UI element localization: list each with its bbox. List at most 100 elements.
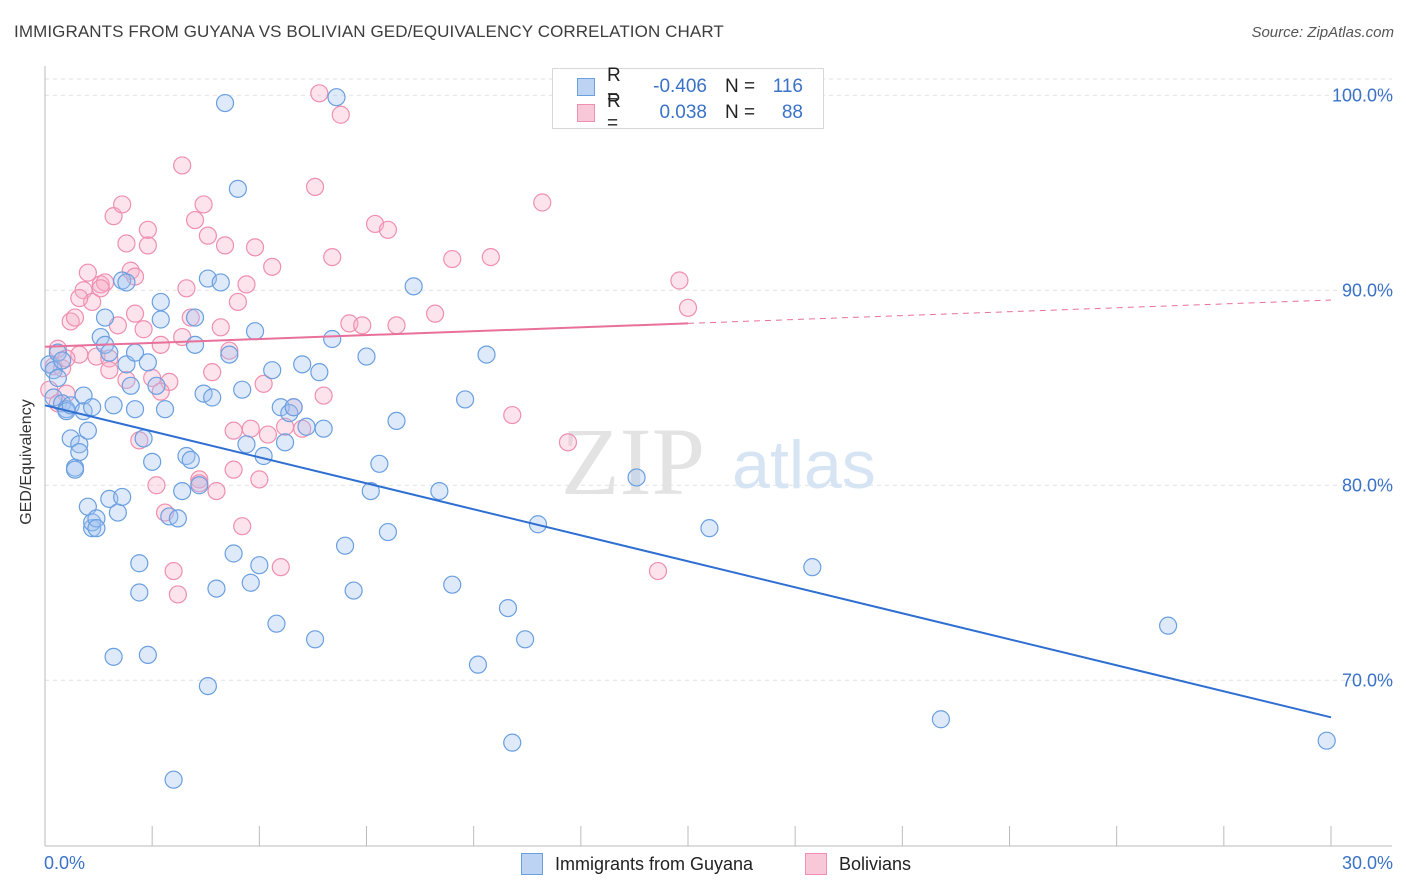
y-tick-label: 90.0% [1342, 280, 1393, 300]
point-guyana [516, 630, 535, 649]
point-guyana [627, 468, 646, 487]
point-bolivians [117, 234, 136, 253]
point-bolivians [533, 193, 552, 212]
point-guyana [387, 411, 406, 430]
y-tick-label: 100.0% [1332, 85, 1393, 105]
point-bolivians [125, 304, 145, 323]
point-bolivians [250, 470, 269, 489]
bottom-legend-swatch-guyana [521, 853, 543, 875]
point-guyana [224, 544, 243, 563]
legend-row-bolivians: R = 0.038 N = 88 [577, 91, 803, 134]
chart-title: IMMIGRANTS FROM GUYANA VS BOLIVIAN GED/E… [14, 22, 724, 41]
point-bolivians [228, 292, 247, 312]
point-guyana [198, 676, 217, 696]
point-guyana [344, 581, 363, 600]
point-guyana [125, 400, 145, 419]
point-guyana [215, 93, 235, 113]
legend-r-label: R = [607, 65, 621, 108]
point-guyana [250, 556, 269, 575]
point-guyana [151, 310, 170, 329]
point-guyana [155, 400, 175, 419]
point-bolivians [177, 279, 196, 298]
point-bolivians [168, 585, 187, 604]
legend-n-value: 116 [772, 76, 803, 97]
trend-line-bolivians [44, 322, 689, 348]
point-bolivians [113, 195, 132, 214]
legend-n-label: N = [725, 76, 756, 97]
point-guyana [147, 376, 166, 395]
point-guyana [503, 733, 522, 752]
point-guyana [104, 396, 123, 415]
chart-source: Source: ZipAtlas.com [1251, 24, 1394, 41]
point-guyana [1317, 731, 1336, 750]
point-guyana [233, 380, 252, 399]
bottom-legend-label-bolivians: Bolivians [839, 853, 912, 874]
point-guyana [130, 554, 149, 573]
point-guyana [378, 522, 398, 542]
point-guyana [151, 292, 170, 312]
watermark: ZIP atlas [561, 408, 876, 515]
point-bolivians [138, 220, 157, 239]
point-guyana [194, 384, 213, 403]
point-bolivians [481, 248, 500, 267]
point-bolivians [245, 238, 265, 257]
legend-r-value: 0.038 [659, 102, 707, 123]
point-guyana [931, 710, 951, 729]
bottom-legend-bolivians: Bolivians [805, 852, 911, 876]
bottom-legend-swatch-bolivians [805, 853, 827, 875]
y-tick-label: 70.0% [1342, 670, 1393, 690]
point-bolivians [678, 298, 698, 317]
point-bolivians [164, 561, 183, 581]
point-bolivians [670, 271, 689, 290]
point-guyana [164, 770, 183, 789]
point-bolivians [241, 419, 260, 438]
point-guyana [95, 308, 115, 327]
point-bolivians [263, 257, 282, 276]
point-bolivians [181, 308, 200, 327]
point-guyana [803, 558, 822, 577]
point-bolivians [503, 405, 522, 425]
point-guyana [327, 88, 346, 107]
point-guyana [370, 454, 389, 473]
point-bolivians [331, 105, 350, 124]
point-guyana [203, 388, 222, 407]
point-guyana [87, 519, 106, 538]
point-guyana [138, 353, 157, 372]
point-guyana [83, 398, 102, 417]
point-guyana [455, 390, 475, 409]
point-guyana [245, 322, 265, 341]
point-guyana [104, 647, 123, 666]
legend-r-value: -0.406 [653, 76, 707, 97]
watermark-atlas: atlas [732, 427, 876, 503]
point-guyana [168, 509, 187, 528]
point-guyana [78, 421, 97, 440]
point-guyana [70, 435, 89, 454]
x-tick-label: 30.0% [1342, 853, 1393, 873]
legend-row-guyana: R = -0.406 N = 116 [577, 65, 803, 108]
point-bolivians [443, 249, 462, 269]
legend-swatch-bolivians [577, 104, 595, 122]
point-bolivians [254, 374, 273, 393]
point-guyana [293, 355, 312, 374]
point-bolivians [305, 177, 325, 196]
point-bolivians [190, 470, 209, 489]
point-guyana [275, 433, 295, 452]
point-bolivians [70, 288, 89, 308]
trend-line-bolivians-extension [687, 299, 1332, 324]
point-guyana [237, 435, 256, 454]
point-guyana [267, 614, 286, 633]
axis-layer: 70.0% 80.0% 90.0% 100.0% 0.0% 30.0% [44, 66, 1393, 873]
point-guyana [443, 575, 462, 594]
point-bolivians [387, 316, 406, 335]
point-guyana [207, 579, 226, 598]
point-bolivians [224, 460, 243, 479]
y-tick-label: 80.0% [1342, 475, 1393, 495]
bottom-legend-label-guyana: Immigrants from Guyana [555, 853, 754, 874]
point-guyana [404, 277, 423, 296]
point-guyana [477, 345, 496, 364]
point-bolivians [173, 156, 192, 175]
point-bolivians [194, 195, 213, 214]
legend-n-value: 88 [781, 102, 803, 123]
bottom-legend-guyana: Immigrants from Guyana [521, 852, 753, 876]
point-bolivians [648, 561, 668, 581]
